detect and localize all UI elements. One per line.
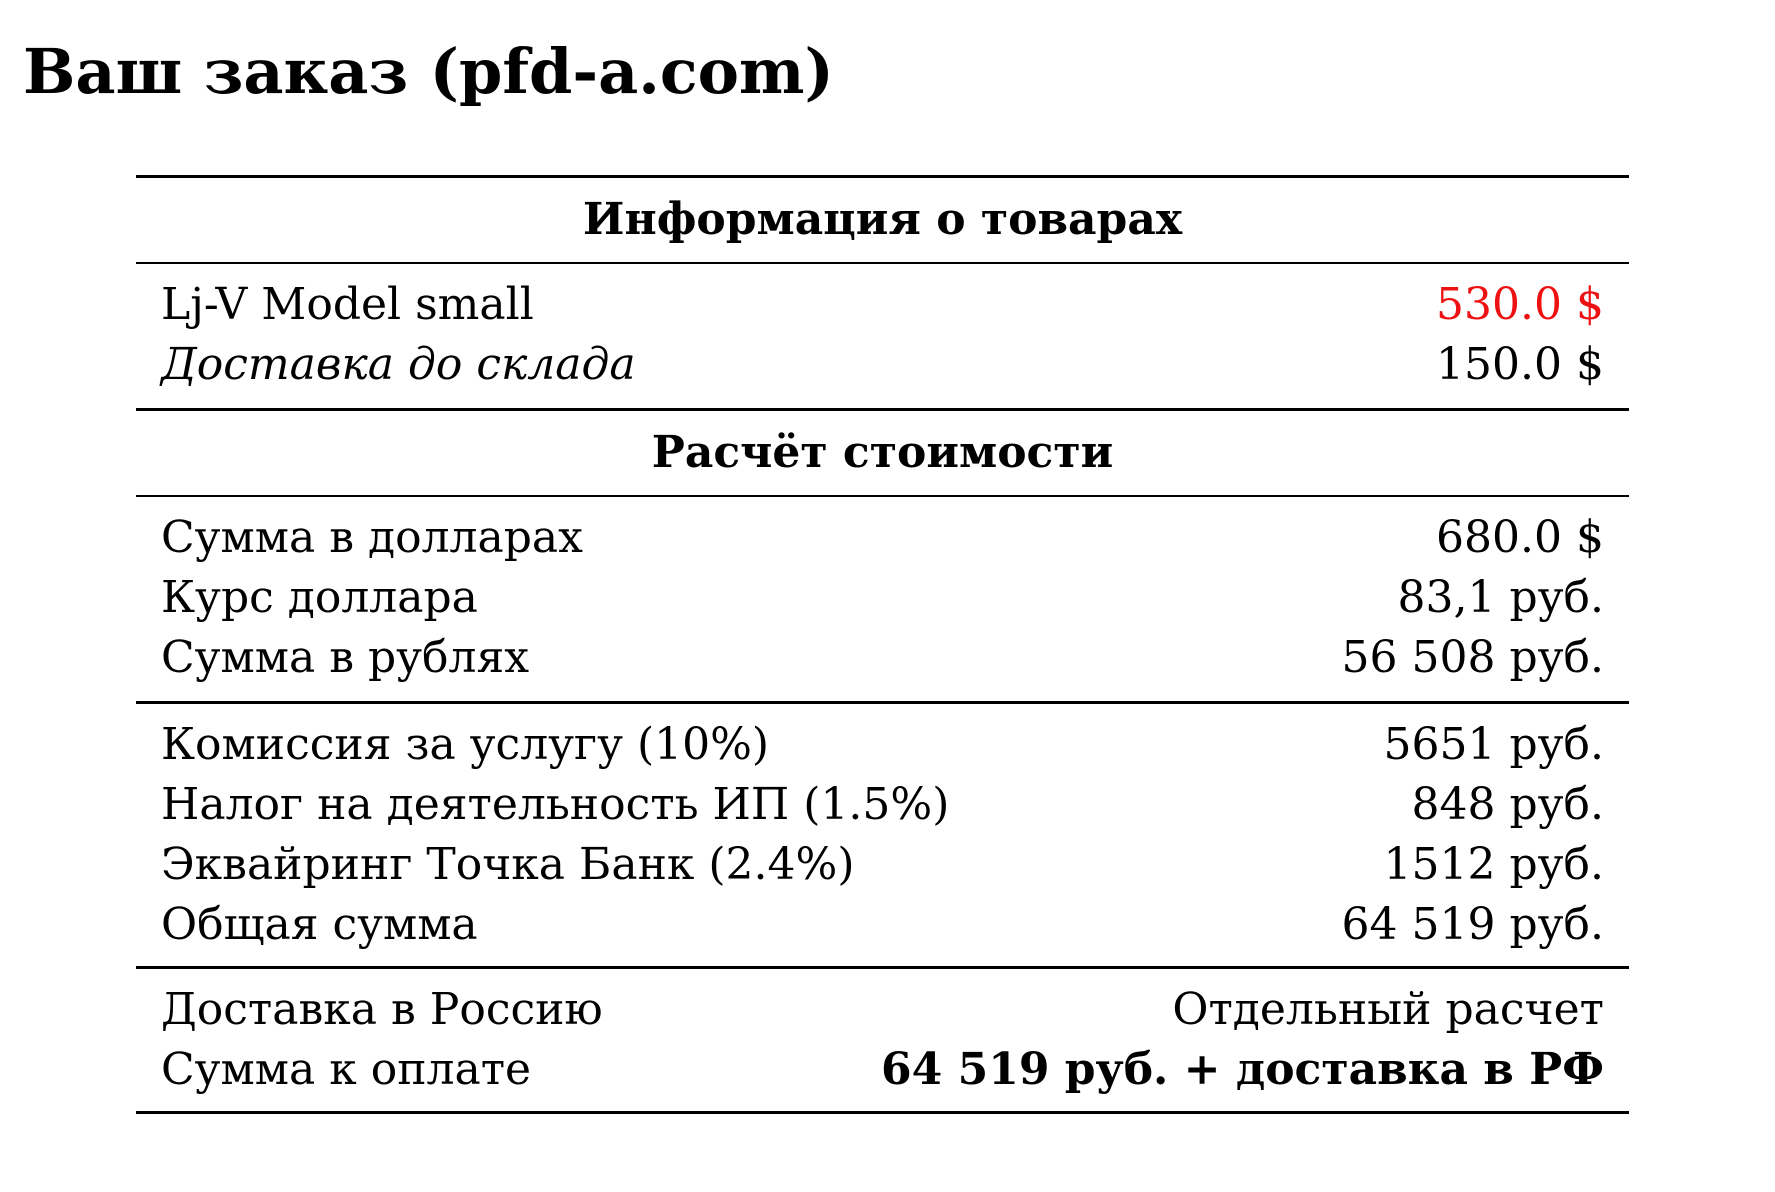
- products-section-header: Информация о товарах: [582, 194, 1183, 245]
- warehouse-delivery-row: Доставка до склада 150.0 $: [161, 334, 1604, 394]
- order-summary-table: Информация о товарах Lj-V Model small 53…: [136, 175, 1629, 1114]
- rub-sum-value: 56 508 руб.: [1341, 631, 1604, 683]
- tax-value: 848 руб.: [1411, 778, 1605, 830]
- divider: [136, 262, 1629, 264]
- service-fee-row: Комиссия за услугу (10%) 5651 руб.: [161, 714, 1604, 774]
- page-title: Ваш заказ (pfd-a.com): [23, 35, 834, 108]
- subtotal-label: Общая сумма: [161, 898, 478, 950]
- products-list: Lj-V Model small 530.0 $ Доставка до скл…: [136, 264, 1629, 408]
- table-bottom-rule: [136, 1111, 1629, 1114]
- usd-sum-value: 680.0 $: [1436, 511, 1604, 563]
- service-fee-label: Комиссия за услугу (10%): [161, 718, 770, 770]
- calculation-section-header: Расчёт стоимости: [651, 427, 1114, 478]
- table-top-rule: [136, 175, 1629, 178]
- russia-delivery-value: Отдельный расчет: [1172, 983, 1604, 1035]
- subtotal-row: Общая сумма 64 519 руб.: [161, 894, 1604, 954]
- divider: [136, 495, 1629, 497]
- product-row: Lj-V Model small 530.0 $: [161, 274, 1604, 334]
- tax-label: Налог на деятельность ИП (1.5%): [161, 778, 950, 830]
- divider: [136, 966, 1629, 969]
- product-price: 530.0 $: [1436, 278, 1604, 330]
- service-fee-value: 5651 руб.: [1383, 718, 1605, 770]
- warehouse-delivery-price: 150.0 $: [1436, 338, 1604, 390]
- acquiring-value: 1512 руб.: [1383, 838, 1605, 890]
- amount-due-value: 64 519 руб. + доставка в РФ: [881, 1043, 1604, 1095]
- russia-delivery-label: Доставка в Россию: [161, 983, 603, 1035]
- product-name: Lj-V Model small: [161, 278, 534, 330]
- amount-due-row: Сумма к оплате 64 519 руб. + доставка в …: [161, 1039, 1604, 1099]
- rub-sum-label: Сумма в рублях: [161, 631, 530, 683]
- warehouse-delivery-label: Доставка до склада: [161, 338, 636, 390]
- russia-delivery-row: Доставка в Россию Отдельный расчет: [161, 979, 1604, 1039]
- usd-sum-row: Сумма в долларах 680.0 $: [161, 507, 1604, 567]
- tax-row: Налог на деятельность ИП (1.5%) 848 руб.: [161, 774, 1604, 834]
- rub-sum-row: Сумма в рублях 56 508 руб.: [161, 627, 1604, 687]
- exchange-rate-value: 83,1 руб.: [1397, 571, 1605, 623]
- amount-due-label: Сумма к оплате: [161, 1043, 532, 1095]
- acquiring-label: Эквайринг Точка Банк (2.4%): [161, 838, 855, 890]
- usd-sum-label: Сумма в долларах: [161, 511, 583, 563]
- final-list: Доставка в Россию Отдельный расчет Сумма…: [136, 969, 1629, 1111]
- exchange-rate-row: Курс доллара 83,1 руб.: [161, 567, 1604, 627]
- fees-list: Комиссия за услугу (10%) 5651 руб. Налог…: [136, 704, 1629, 966]
- subtotal-value: 64 519 руб.: [1341, 898, 1604, 950]
- divider: [136, 408, 1629, 411]
- divider: [136, 701, 1629, 704]
- exchange-rate-label: Курс доллара: [161, 571, 478, 623]
- conversion-list: Сумма в долларах 680.0 $ Курс доллара 83…: [136, 497, 1629, 701]
- acquiring-row: Эквайринг Точка Банк (2.4%) 1512 руб.: [161, 834, 1604, 894]
